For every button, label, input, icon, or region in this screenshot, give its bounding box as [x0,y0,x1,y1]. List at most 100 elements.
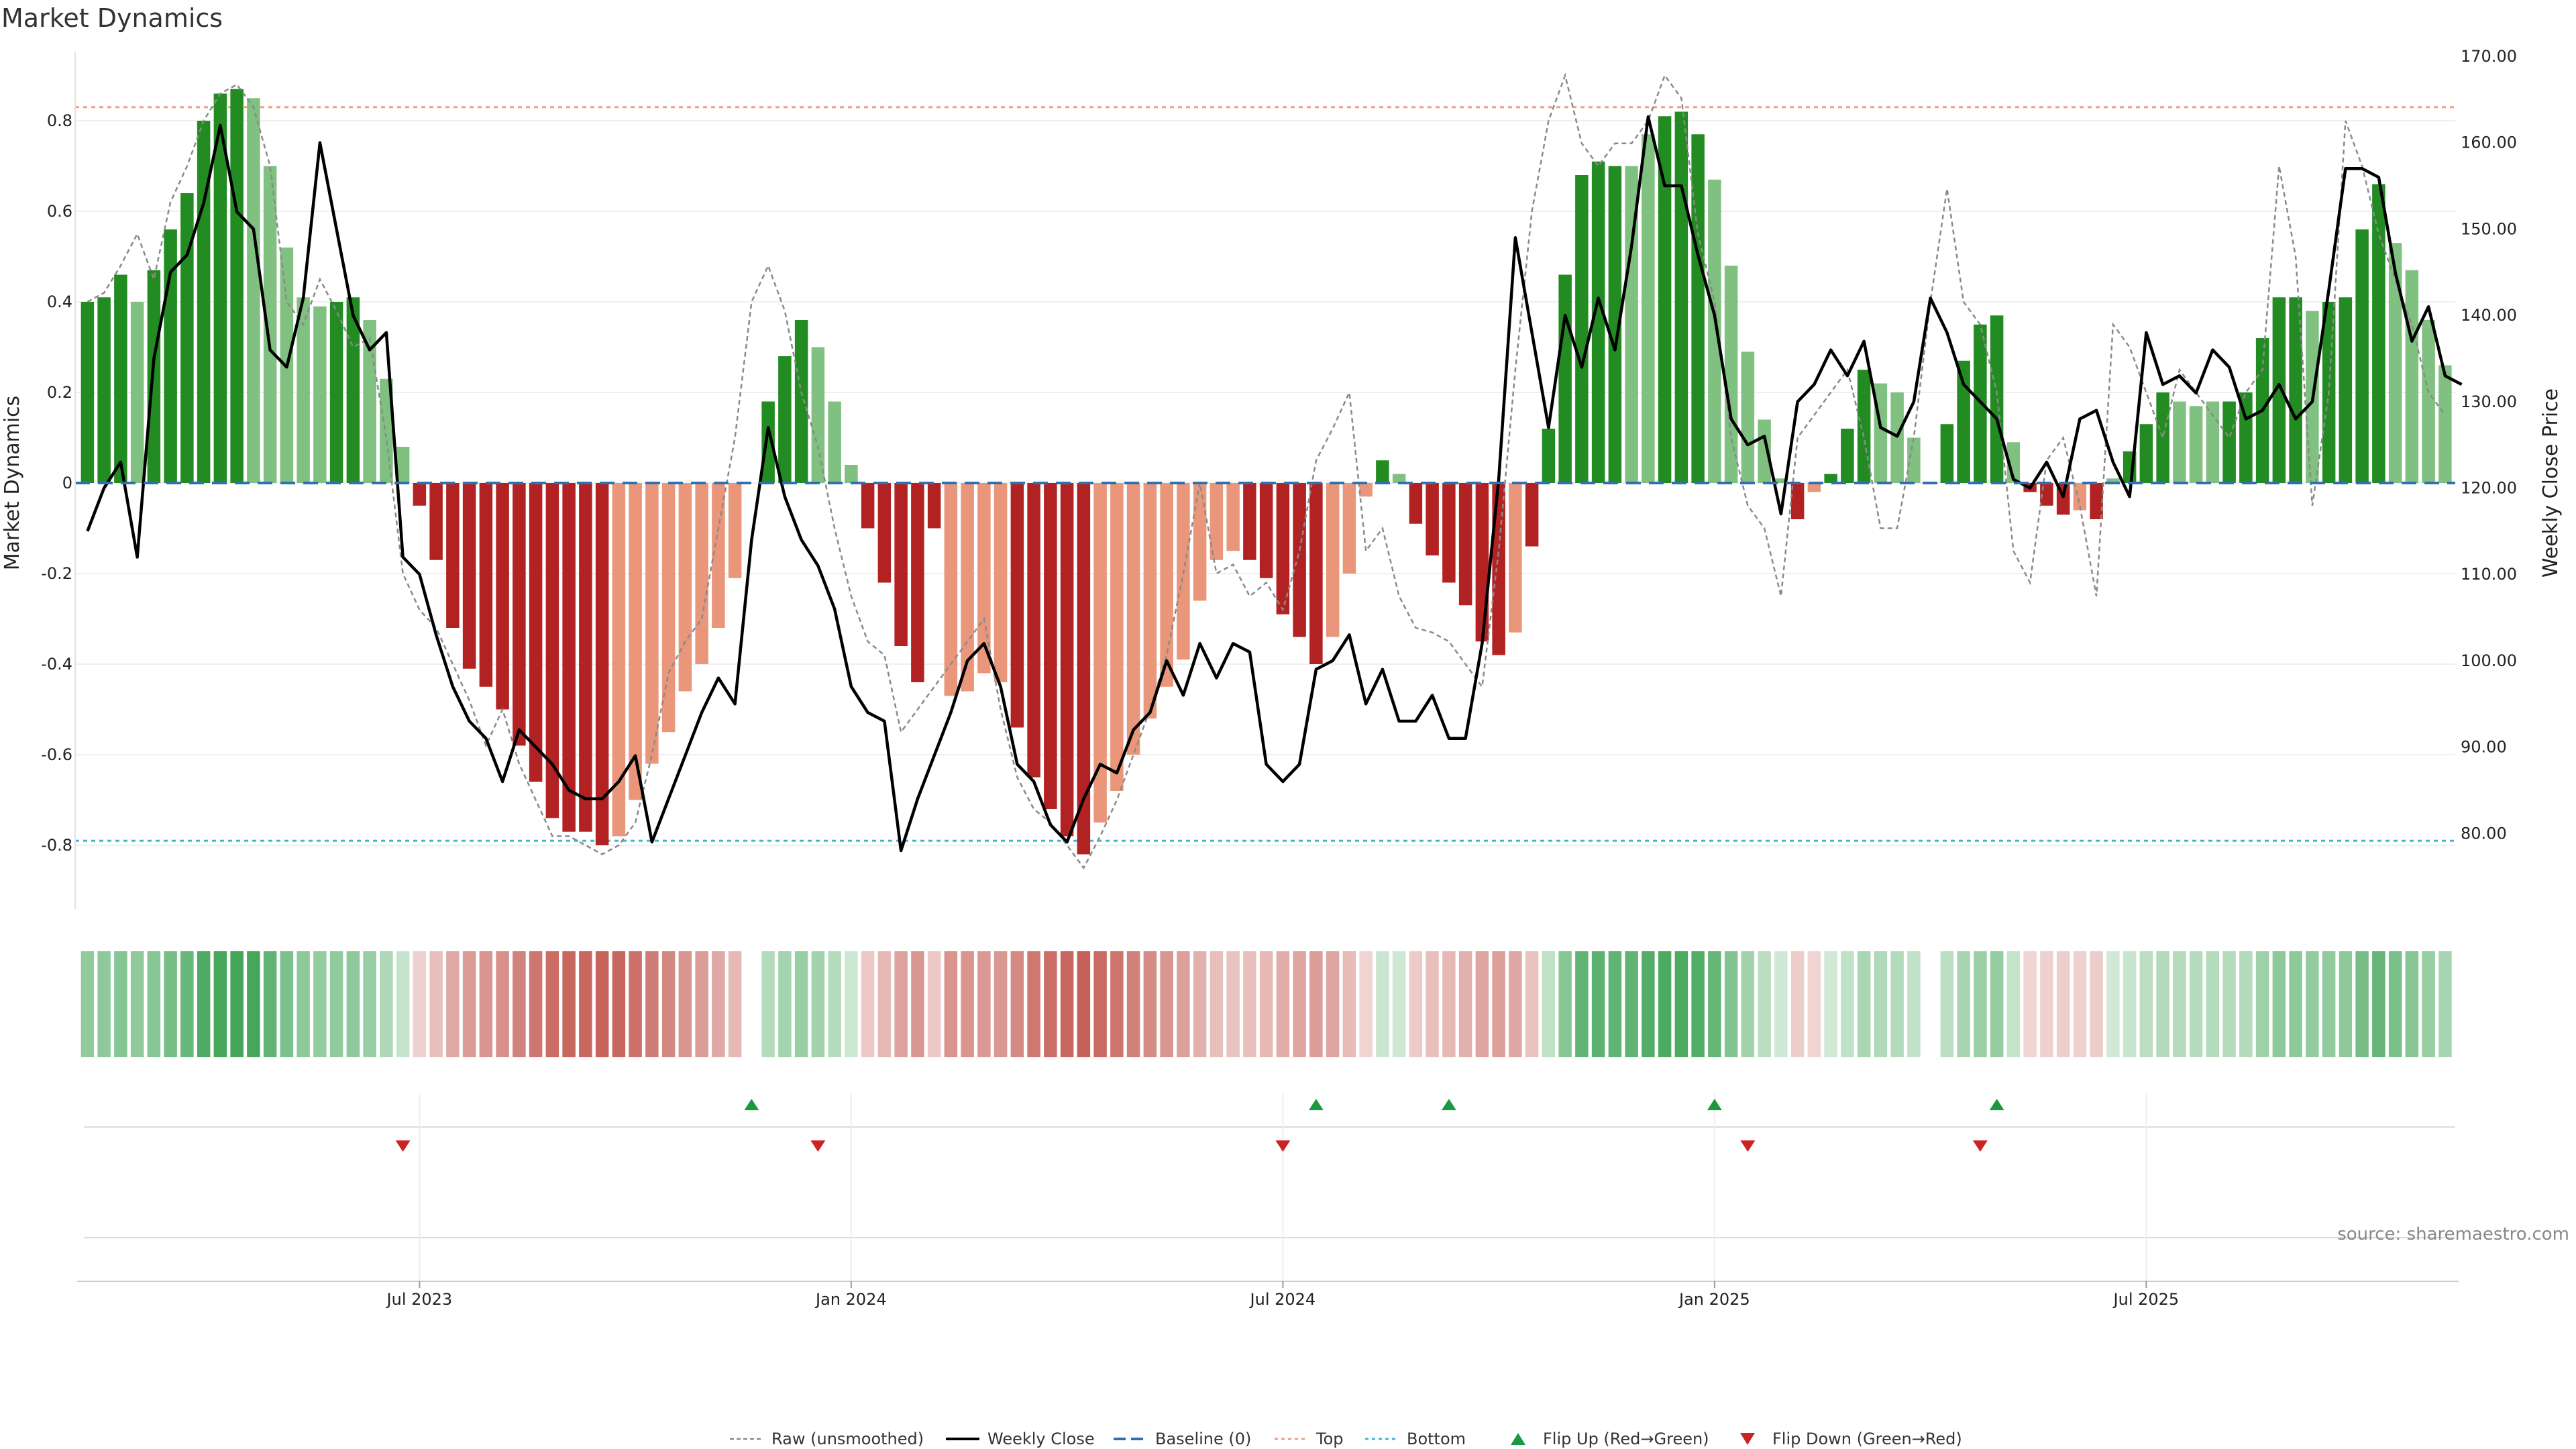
strip-cell [1957,951,1970,1057]
strip-cell [513,951,526,1057]
strip-cell [114,951,127,1057]
strip-cell [213,951,227,1057]
dynamics-bar [1160,483,1173,687]
dynamics-bar [2222,401,2236,483]
right-tick-label: 140.00 [2461,306,2517,325]
strip-cell [263,951,277,1057]
strip-cell [1243,951,1256,1057]
dynamics-bar [2189,406,2203,483]
dynamics-bar [496,483,509,710]
strip-cell [944,951,958,1057]
dynamics-bar [363,320,376,483]
strip-cell [1326,951,1340,1057]
dynamics-bar [1625,166,1638,483]
right-tick-label: 160.00 [2461,133,2517,152]
dynamics-bar [513,483,526,746]
right-tick-label: 100.00 [2461,651,2517,670]
dynamics-bar [230,89,244,483]
strip-cell [927,951,941,1057]
source-note: source: sharemaestro.com [2337,1224,2569,1244]
dynamics-bar [1326,483,1340,637]
dynamics-bar [1741,352,1755,483]
left-tick-label: -0.6 [41,745,72,764]
strip-cell [197,951,211,1057]
dynamics-bar [429,483,443,560]
strip-cell [2405,951,2419,1057]
strip-cell [1044,951,1057,1057]
dynamics-bar [180,193,194,483]
dynamics-bar [1824,474,1837,483]
strip-cell [811,951,825,1057]
dynamics-bar [712,483,725,628]
legend-label: Flip Up (Red→Green) [1543,1430,1709,1448]
dynamics-bar [2355,229,2369,483]
strip-cell [728,951,742,1057]
dynamics-bar [2206,401,2220,483]
dynamics-bar [961,483,974,692]
strip-cell [1309,951,1323,1057]
strip-cell [1890,951,1904,1057]
strip-cell [479,951,493,1057]
strip-cell [2040,951,2053,1057]
dynamics-bar [1210,483,1224,560]
dynamics-bar [1259,483,1273,578]
dynamics-bar [1907,437,1921,483]
strip-cell [1276,951,1290,1057]
dynamics-bar [462,483,476,669]
strip-cell [1974,951,1987,1057]
strip-cell [1143,951,1157,1057]
right-tick-label: 120.00 [2461,479,2517,498]
strip-cell [313,951,327,1057]
strip-cell [1027,951,1040,1057]
strip-cell [761,951,775,1057]
flip-down-marker [810,1140,826,1152]
strip-cell [1674,951,1688,1057]
left-tick-label: 0 [62,474,72,492]
dynamics-bar [1226,483,1240,551]
dynamics-bar [778,356,792,483]
strip-cell [446,951,460,1057]
strip-cell [1475,951,1489,1057]
flip-up-marker [1707,1099,1722,1110]
strip-cell [712,951,725,1057]
dynamics-bar [944,483,958,696]
dynamics-bar [1790,483,1805,519]
dynamics-bar [828,401,841,483]
x-axis: Jul 2023 Jan 2024 Jul 2024 Jan 2025 Jul 2025 [77,1281,2459,1309]
strip-cell [2073,951,2087,1057]
right-tick-label: 130.00 [2461,392,2517,411]
left-tick-label: 0.6 [47,202,72,221]
raw-unsmoothed-line [87,72,2446,870]
dynamics-bar [977,483,991,674]
dynamics-bar [1475,483,1489,642]
strip-cell [1093,951,1107,1057]
strip-cell [579,951,592,1057]
legend: Raw (unsmoothed) Weekly Close Baseline (0)… [730,1430,1962,1448]
flip-up-marker [1441,1099,1456,1110]
dynamics-bar [2289,297,2302,483]
dynamics-bar [1940,424,1954,483]
strip-cell [2438,951,2452,1057]
strip-cell [977,951,991,1057]
dynamics-bar [529,483,543,782]
dynamics-bar [1774,478,1788,483]
strip-cell [2023,951,2037,1057]
strip-cell [1126,951,1140,1057]
dynamics-bar [1658,116,1672,483]
strip-cell [894,951,908,1057]
dynamics-bar [1426,483,1439,555]
dynamics-bar [877,483,892,583]
strip-cell [1442,951,1456,1057]
strip-cell [2106,951,2120,1057]
strip-cell [1608,951,1622,1057]
strip-cell [363,951,376,1057]
dynamics-bar [1841,429,1854,483]
strip-cell [2372,951,2385,1057]
flip-markers [84,1093,2455,1281]
flip-down-marker [1740,1140,1756,1152]
strip-cell [1625,951,1638,1057]
dynamics-bar [213,93,227,483]
chart-title: Market Dynamics [1,3,223,33]
strip-cell [2206,951,2220,1057]
